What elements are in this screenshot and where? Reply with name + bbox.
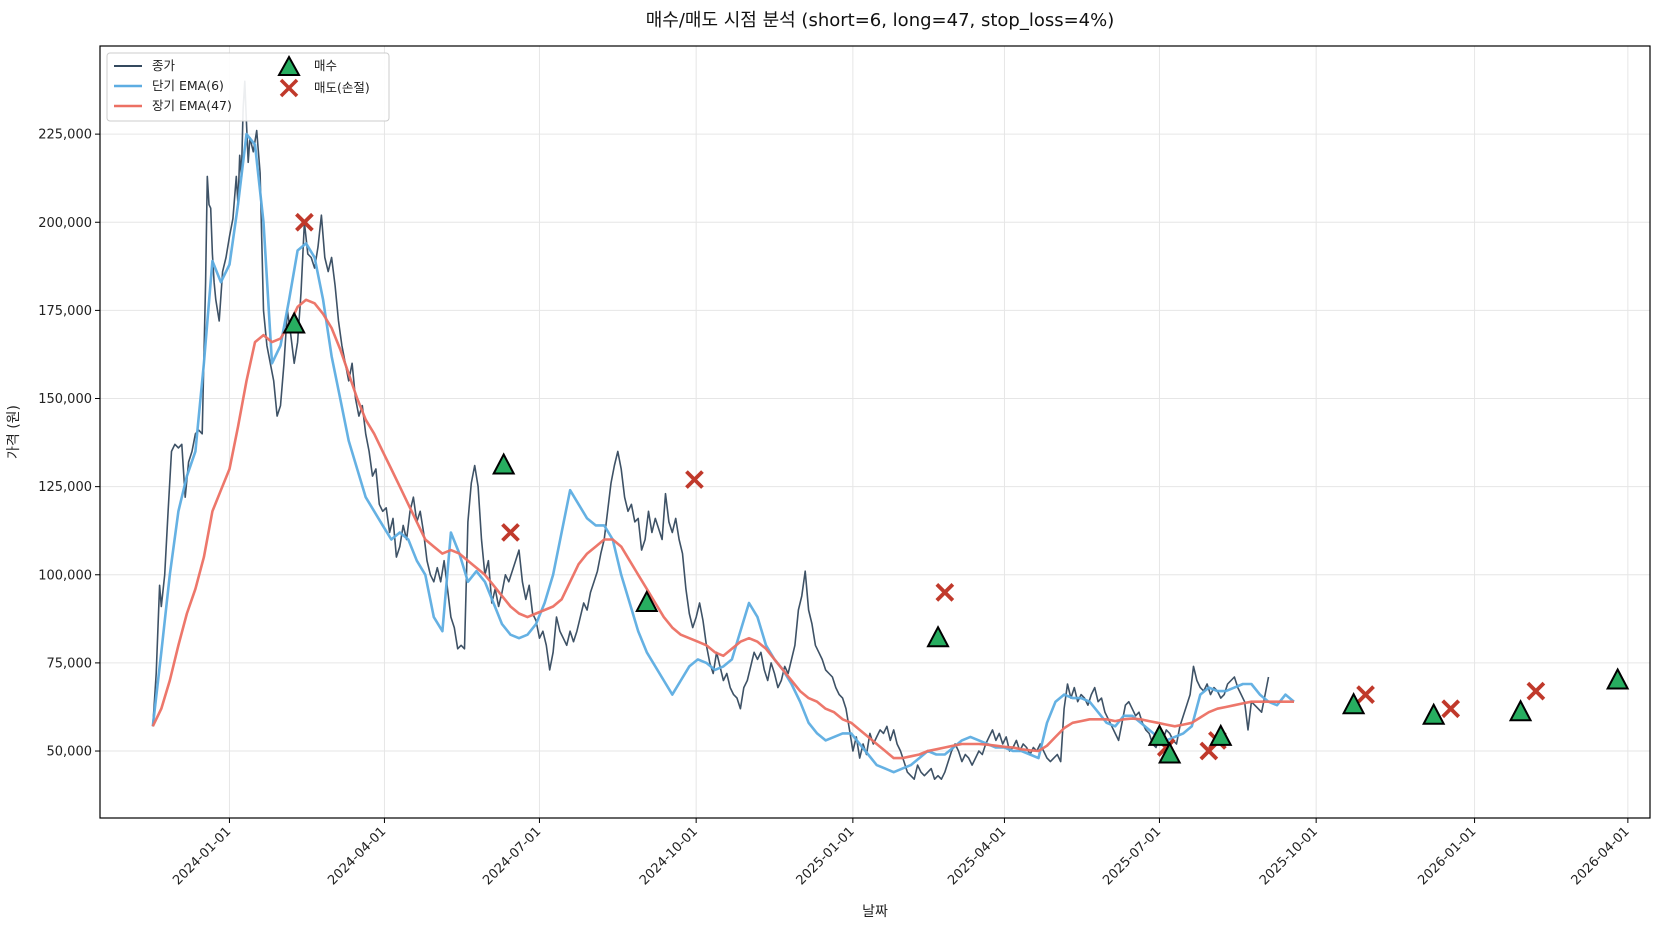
sell-marker xyxy=(1526,681,1546,701)
y-tick-label: 225,000 xyxy=(38,128,92,143)
buy-marker xyxy=(926,625,950,648)
legend-buy-label: 매수 xyxy=(314,58,337,73)
sell-marker-stroke xyxy=(1156,738,1176,757)
x-tick-label: 2026-01-01 xyxy=(1415,824,1479,888)
buy-marker xyxy=(1341,692,1366,715)
legend-sell-label: 매도(손절) xyxy=(314,80,370,95)
x-tick-label: 2024-04-01 xyxy=(325,824,389,888)
sell-marker-stroke xyxy=(1441,699,1461,719)
x-tick-label: 2024-10-01 xyxy=(637,824,701,888)
buy-marker xyxy=(1422,702,1446,725)
x-axis: 2024-01-01 2024-04-01 2024-07-01 2024-10-01… xyxy=(170,818,1633,888)
y-tick-label: 175,000 xyxy=(38,304,92,319)
x-tick-label: 2025-01-01 xyxy=(794,824,858,888)
sell-marker xyxy=(685,470,704,489)
sell-marker-stroke xyxy=(935,583,955,602)
y-tick-label: 125,000 xyxy=(38,480,92,495)
series-ema-short-line xyxy=(151,132,1295,774)
buy-marker xyxy=(1158,741,1182,764)
sell-marker xyxy=(1441,699,1461,719)
buy-marker xyxy=(1147,723,1172,746)
legend: 종가 단기 EMA(6) 장기 EMA(47) 매수 매도(손절) xyxy=(106,52,390,122)
chart-title: 매수/매도 시점 분석 (short=6, long=47, stop_loss… xyxy=(646,10,1115,31)
x-tick-label: 2025-04-01 xyxy=(945,824,1009,888)
legend-ema-short-label: 단기 EMA(6) xyxy=(152,78,224,93)
series-ema-long-line xyxy=(151,298,1294,760)
y-axis-title: 가격 (원) xyxy=(6,405,22,459)
sell-marker xyxy=(501,523,520,542)
x-tick-label: 2026-04-01 xyxy=(1569,824,1633,888)
sell-marker-stroke xyxy=(685,470,704,489)
buy-marker xyxy=(635,589,659,612)
sell-marker xyxy=(935,583,955,602)
legend-sell-marker xyxy=(279,78,299,98)
y-tick-label: 75,000 xyxy=(47,656,93,671)
signal-markers xyxy=(282,212,1630,764)
y-axis: 50,000 75,000 100,000 125,000 150,000 175,000… xyxy=(38,128,100,760)
y-tick-label: 200,000 xyxy=(38,216,92,231)
buy-marker xyxy=(492,452,516,475)
legend-box xyxy=(106,52,390,122)
sell-marker-stroke xyxy=(501,523,520,542)
legend-ema-long-label: 장기 EMA(47) xyxy=(152,98,232,113)
buy-marker xyxy=(1209,723,1233,746)
sell-marker-stroke xyxy=(1526,681,1546,701)
sell-marker-stroke xyxy=(295,212,314,232)
x-tick-label: 2025-07-01 xyxy=(1100,824,1164,888)
buy-marker xyxy=(282,311,306,334)
buy-marker xyxy=(1508,699,1533,722)
y-tick-label: 100,000 xyxy=(38,568,92,583)
sell-marker-stroke xyxy=(1356,685,1375,704)
series-close-line xyxy=(152,80,1270,780)
legend-buy-marker xyxy=(277,54,301,76)
sell-marker xyxy=(295,212,314,232)
plot-frame xyxy=(99,45,1651,819)
series-layer xyxy=(151,80,1295,780)
sell-marker xyxy=(1356,685,1375,704)
x-tick-label: 2025-10-01 xyxy=(1257,824,1321,888)
x-axis-title: 날짜 xyxy=(862,904,888,920)
x-tick-label: 2024-07-01 xyxy=(480,824,544,888)
y-tick-label: 50,000 xyxy=(47,745,93,760)
x-tick-label: 2024-01-01 xyxy=(170,824,234,888)
legend-close-label: 종가 xyxy=(152,58,176,73)
y-tick-label: 150,000 xyxy=(38,392,92,407)
grid xyxy=(100,46,1650,818)
buy-marker xyxy=(1605,667,1630,690)
